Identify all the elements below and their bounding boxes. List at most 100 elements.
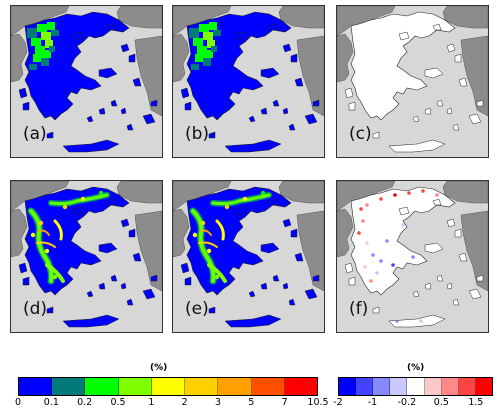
ridge bbox=[210, 192, 272, 207]
colorbar-segment bbox=[424, 378, 442, 395]
map-b bbox=[173, 6, 324, 157]
value-cell bbox=[49, 46, 55, 52]
diff-spot bbox=[419, 319, 423, 323]
value-cell bbox=[37, 24, 47, 32]
greece-island bbox=[424, 282, 432, 290]
colorbar-segment bbox=[284, 378, 317, 395]
ridge bbox=[200, 229, 212, 236]
map-panel-c: (c) bbox=[336, 5, 489, 158]
greece-island bbox=[260, 282, 268, 290]
greece-island bbox=[150, 99, 158, 107]
diff-spot bbox=[411, 255, 415, 259]
greece-island bbox=[452, 123, 460, 131]
colorbar-tick-label: 10.5 bbox=[307, 397, 329, 408]
greece-island bbox=[132, 77, 142, 87]
diff-spot bbox=[379, 197, 383, 201]
greece-island bbox=[184, 276, 192, 286]
greece-island bbox=[468, 288, 482, 300]
neighbor-country bbox=[11, 208, 28, 258]
value-cell bbox=[205, 50, 213, 58]
greece-island bbox=[282, 43, 292, 53]
greece-island bbox=[398, 31, 410, 41]
value-spot bbox=[192, 232, 198, 238]
map-d bbox=[11, 181, 162, 332]
colorbar-left-unit: (%) bbox=[150, 363, 168, 373]
diff-spot bbox=[363, 265, 367, 269]
diff-spot bbox=[365, 203, 369, 207]
value-cell bbox=[43, 50, 51, 58]
value-cell bbox=[191, 64, 199, 70]
ridge bbox=[207, 263, 227, 283]
value-cell bbox=[45, 40, 53, 48]
greece-island bbox=[348, 276, 356, 286]
neighbor-country bbox=[134, 210, 162, 292]
greece-island bbox=[72, 31, 84, 41]
colorbar-tick-label: -0.2 bbox=[397, 397, 417, 408]
map-f bbox=[337, 181, 488, 332]
panel-label-a: (a) bbox=[23, 124, 47, 144]
greece-island bbox=[126, 298, 134, 306]
value-spot bbox=[214, 274, 220, 280]
greece-island bbox=[454, 53, 462, 63]
panel-label-e: (e) bbox=[185, 299, 209, 319]
diff-spot bbox=[393, 193, 397, 197]
greece-island bbox=[18, 262, 28, 274]
value-layer bbox=[27, 190, 110, 285]
greece-island bbox=[18, 87, 28, 99]
neighbor-country bbox=[296, 35, 324, 117]
panel-label-f: (f) bbox=[349, 299, 369, 319]
greece-island bbox=[458, 77, 468, 87]
greece-island bbox=[290, 53, 298, 63]
diff-spot bbox=[385, 239, 389, 243]
ridge bbox=[36, 241, 56, 248]
colorbar-segment bbox=[185, 378, 219, 395]
greece-island bbox=[468, 113, 482, 125]
greece-island bbox=[294, 252, 304, 262]
map-panel-d: (d) bbox=[10, 180, 163, 333]
colorbar-segment bbox=[390, 378, 408, 395]
greece-island bbox=[22, 101, 30, 111]
greece-mainland bbox=[350, 186, 456, 296]
greece-island bbox=[288, 123, 296, 131]
diff-spot bbox=[369, 279, 373, 283]
greece-island bbox=[268, 198, 278, 206]
colorbar-tick-label: 0.5 bbox=[433, 397, 449, 408]
greece-island bbox=[288, 298, 296, 306]
value-cell bbox=[209, 22, 217, 30]
colorbar-segment bbox=[458, 378, 476, 395]
colorbar-segment bbox=[85, 378, 119, 395]
greece-island bbox=[208, 306, 216, 314]
neighbor-country bbox=[173, 33, 190, 83]
greece-island bbox=[234, 206, 246, 216]
greece-island bbox=[344, 262, 354, 274]
colorbar-tick-label: 1 bbox=[148, 397, 155, 408]
value-spot bbox=[44, 248, 50, 254]
greece-island bbox=[372, 306, 380, 314]
colorbar-segment bbox=[251, 378, 285, 395]
neighbor-country bbox=[337, 33, 354, 83]
diff-spot bbox=[361, 219, 365, 223]
greece-island bbox=[454, 228, 462, 238]
diff-spot bbox=[391, 263, 395, 267]
panel-label-b: (b) bbox=[185, 124, 210, 144]
greece-island bbox=[424, 67, 444, 79]
greece-island bbox=[120, 43, 130, 53]
diff-spot bbox=[365, 241, 369, 245]
neighbor-country bbox=[116, 181, 162, 204]
value-cell bbox=[27, 28, 37, 38]
value-cell bbox=[195, 54, 205, 62]
greece-island bbox=[304, 113, 318, 125]
greece-island bbox=[260, 67, 280, 79]
panel-label-c: (c) bbox=[349, 124, 372, 144]
neighbor-country bbox=[296, 210, 324, 292]
greece-island bbox=[248, 115, 256, 123]
greece-island bbox=[110, 99, 118, 107]
greece-mainland bbox=[350, 11, 456, 121]
greece-island bbox=[304, 288, 318, 300]
diff-spot bbox=[435, 193, 439, 197]
colorbar-segment bbox=[441, 378, 459, 395]
greece-island bbox=[120, 218, 130, 228]
value-cell bbox=[197, 46, 207, 54]
ridge bbox=[198, 241, 218, 248]
greece-island bbox=[180, 87, 190, 99]
